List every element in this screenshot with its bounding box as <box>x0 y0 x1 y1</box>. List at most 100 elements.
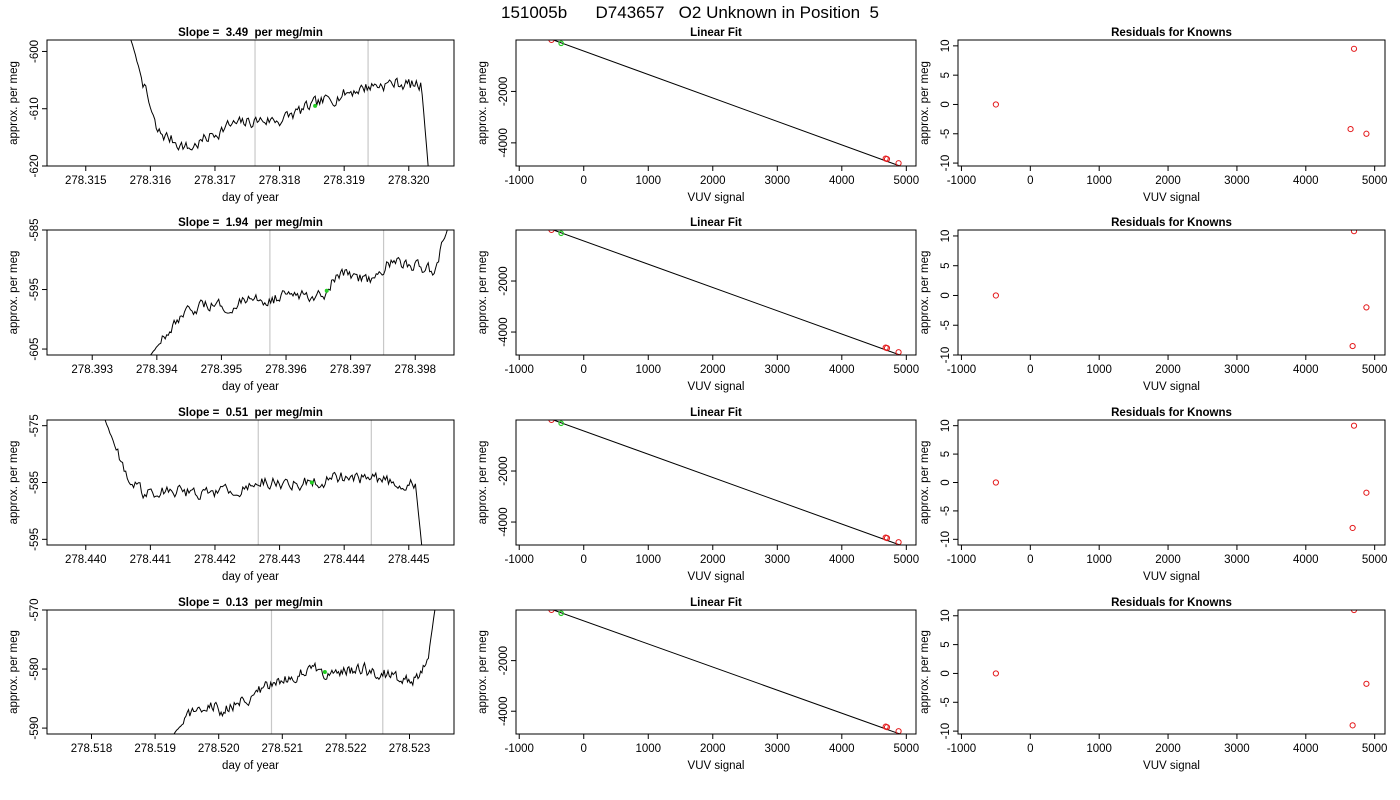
panel-title: Slope = 0.51 per meg/min <box>178 407 323 419</box>
fit-line <box>551 40 901 166</box>
y-axis: -595 -585 -575 approx. per meg <box>8 414 47 551</box>
y-tick-label: -580 <box>29 658 41 681</box>
x-axis-label: VUV signal <box>1143 760 1200 772</box>
plot-frame <box>957 609 1386 735</box>
x-tick-label: 5000 <box>894 743 920 755</box>
residual-point <box>1350 45 1358 52</box>
y-tick-label: -2000 <box>498 77 510 106</box>
y-tick-label: -585 <box>29 471 41 494</box>
x-tick-label: 278.396 <box>265 364 307 376</box>
y-tick-label: -10 <box>940 531 952 548</box>
plot-area <box>992 230 1370 350</box>
x-tick-label: 0 <box>1027 364 1033 376</box>
x-tick-label: 278.519 <box>134 743 176 755</box>
x-tick-label: -1000 <box>505 175 534 187</box>
y-tick-label: -590 <box>29 717 41 740</box>
x-tick-label: 4000 <box>829 364 855 376</box>
known-point <box>548 40 555 44</box>
x-axis: -1000 0 1000 2000 3000 4000 5000 VUV signal <box>947 734 1388 772</box>
known-point <box>548 610 555 614</box>
x-tick-label: 278.394 <box>136 364 178 376</box>
y-tick-label: -10 <box>940 155 952 172</box>
panel-r1c3: Residuals for Knowns -1000 0 1000 2000 3000 40… <box>919 27 1387 204</box>
y-axis-label: approx. per meg <box>477 61 489 145</box>
figure-title: 151005b D743657 O2 Unknown in Position 5 <box>501 3 879 22</box>
known-point <box>883 345 891 352</box>
residual-point <box>1349 524 1356 532</box>
plot-area <box>130 40 429 166</box>
plot-area <box>548 230 902 355</box>
x-tick-label: 3000 <box>764 364 790 376</box>
y-tick-label: -610 <box>29 97 41 120</box>
x-tick-label: 1000 <box>1086 554 1112 566</box>
x-axis: 278.518 278.519 278.520 278.521 278.522 278.5… <box>71 734 430 772</box>
x-tick-label: 5000 <box>1362 554 1388 566</box>
y-tick-label: -2000 <box>498 266 510 295</box>
x-tick-label: 1000 <box>1086 175 1112 187</box>
x-tick-label: 0 <box>581 554 587 566</box>
x-axis: 278.393 278.394 278.395 278.396 278.397 278.3… <box>71 355 436 393</box>
residual-point <box>1363 680 1370 687</box>
x-tick-label: 278.395 <box>201 364 243 376</box>
y-tick-label: 5 <box>940 641 952 647</box>
x-tick-label: 278.522 <box>325 743 367 755</box>
x-tick-label: 1000 <box>635 175 661 187</box>
panel-title: Linear Fit <box>690 407 742 419</box>
panel-title: Residuals for Knowns <box>1111 407 1232 419</box>
known-point <box>883 724 891 731</box>
panel-title: Residuals for Knowns <box>1111 597 1232 609</box>
known-point <box>883 535 891 542</box>
plot-area <box>992 45 1370 137</box>
panel-title: Slope = 0.13 per meg/min <box>178 597 323 609</box>
x-tick-label: 278.445 <box>388 554 430 566</box>
y-tick-label: -5 <box>940 506 952 516</box>
plot-frame <box>957 419 1386 546</box>
x-tick-label: 2000 <box>1155 554 1181 566</box>
plot-frame <box>46 39 455 167</box>
y-tick-label: -4000 <box>498 507 510 536</box>
residual-point <box>1363 130 1370 137</box>
y-tick-label: -4000 <box>498 317 510 346</box>
plot-frame <box>957 39 1386 167</box>
x-tick-label: 5000 <box>894 364 920 376</box>
y-tick-label: -595 <box>29 278 41 301</box>
residual-point <box>1363 304 1370 311</box>
y-tick-label: -2000 <box>498 646 510 675</box>
x-tick-label: 3000 <box>764 175 790 187</box>
y-tick-label: -5 <box>940 697 952 707</box>
x-axis: 278.440 278.441 278.442 278.443 278.444 278.4… <box>65 545 430 583</box>
plot-frame <box>46 419 455 546</box>
x-tick-label: 278.393 <box>71 364 113 376</box>
x-tick-label: 278.440 <box>65 554 107 566</box>
y-axis-label: approx. per meg <box>477 251 489 335</box>
unknown-sample-point <box>313 103 318 108</box>
plot-area <box>548 40 902 166</box>
panel-r4c1: Slope = 0.13 per meg/min 278.518 278.519 27… <box>8 597 455 772</box>
x-tick-label: 278.443 <box>259 554 301 566</box>
y-tick-label: 5 <box>940 263 952 269</box>
x-tick-label: 5000 <box>1362 743 1388 755</box>
x-tick-label: 3000 <box>1224 364 1250 376</box>
y-axis: -10 -5 0 5 10 approx. per meg <box>919 419 958 548</box>
x-tick-label: 2000 <box>700 554 726 566</box>
residual-point <box>1363 489 1370 496</box>
plot-area <box>104 420 423 545</box>
x-tick-label: -1000 <box>505 364 534 376</box>
x-tick-label: 3000 <box>1224 743 1250 755</box>
panel-title: Residuals for Knowns <box>1111 27 1232 39</box>
x-tick-label: 278.442 <box>194 554 236 566</box>
x-axis: -1000 0 1000 2000 3000 4000 5000 VUV signal <box>947 355 1387 393</box>
y-tick-label: 10 <box>940 419 952 432</box>
x-axis-label: day of year <box>222 571 279 583</box>
plot-frame <box>515 229 917 356</box>
y-axis: -605 -595 -585 approx. per meg <box>8 218 47 361</box>
x-tick-label: 1000 <box>1086 364 1112 376</box>
y-tick-label: -5 <box>940 320 952 330</box>
x-tick-label: 2000 <box>700 743 726 755</box>
x-tick-label: 278.518 <box>71 743 113 755</box>
unknown-point <box>558 610 564 617</box>
x-tick-label: 5000 <box>1362 175 1388 187</box>
y-axis-label: approx. per meg <box>919 630 931 714</box>
plot-frame <box>46 609 455 735</box>
unknown-sample-point <box>324 288 329 293</box>
